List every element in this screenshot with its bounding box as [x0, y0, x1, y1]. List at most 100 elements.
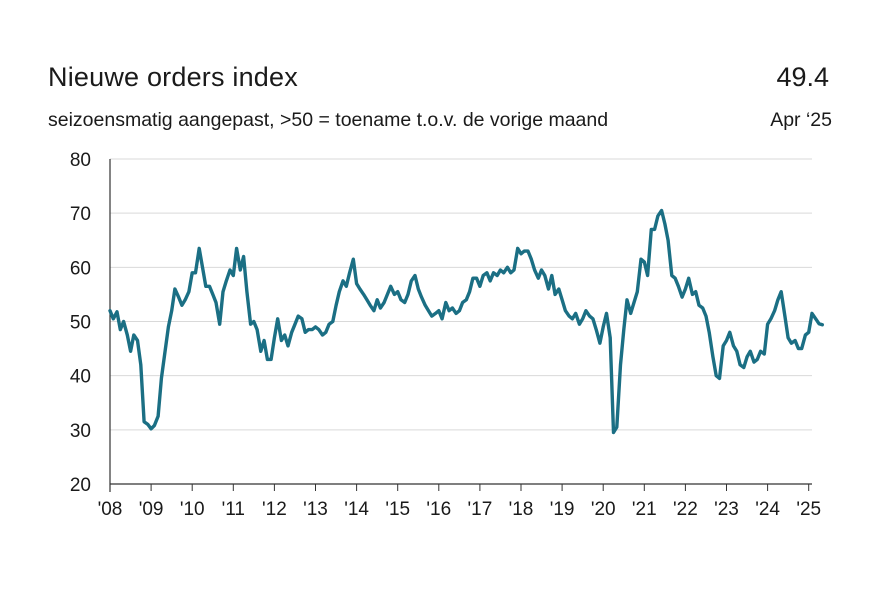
data-point	[643, 261, 645, 263]
data-point	[633, 301, 635, 304]
data-point	[109, 310, 111, 312]
data-point	[770, 318, 772, 320]
x-tick-label: '11	[222, 499, 245, 520]
data-point	[558, 288, 560, 290]
data-point	[417, 288, 419, 290]
data-point	[284, 334, 286, 336]
data-point	[150, 428, 152, 430]
data-point	[599, 342, 601, 344]
data-point	[294, 323, 296, 325]
data-point	[712, 356, 714, 358]
data-point	[523, 250, 525, 252]
y-tick-label: 50	[70, 313, 91, 334]
y-tick-label: 30	[70, 421, 91, 442]
data-point	[684, 288, 687, 290]
data-point	[441, 318, 443, 320]
data-point	[359, 288, 361, 290]
data-point	[208, 285, 211, 287]
y-tick-label: 40	[70, 367, 91, 388]
data-point	[376, 299, 378, 301]
data-point	[420, 296, 423, 298]
data-point	[476, 277, 478, 279]
data-point	[688, 277, 690, 279]
data-point	[301, 318, 303, 320]
data-point	[654, 228, 656, 230]
data-point	[801, 348, 803, 350]
data-point	[534, 269, 536, 271]
data-point	[650, 228, 652, 230]
data-point	[112, 318, 114, 320]
data-point	[130, 350, 132, 352]
data-point	[746, 356, 748, 358]
data-point	[307, 329, 310, 331]
data-point	[732, 345, 735, 347]
data-point	[133, 334, 135, 336]
data-point	[239, 269, 241, 271]
data-point	[582, 318, 584, 320]
data-point	[250, 323, 252, 325]
data-point	[612, 431, 615, 434]
data-point	[527, 250, 529, 252]
data-point	[126, 334, 128, 336]
data-point	[222, 291, 224, 293]
data-point	[246, 291, 248, 293]
data-point	[595, 329, 597, 331]
data-point	[794, 339, 796, 342]
data-point	[229, 269, 231, 271]
x-tick-label: '13	[303, 499, 328, 520]
data-point	[564, 310, 567, 312]
data-point	[503, 272, 505, 274]
data-point	[458, 310, 460, 312]
data-point	[722, 345, 724, 347]
data-point	[756, 358, 758, 360]
data-point	[811, 312, 813, 314]
data-point	[520, 253, 522, 255]
data-point	[777, 299, 779, 301]
data-point	[815, 318, 817, 320]
data-point	[270, 358, 272, 360]
data-point	[486, 272, 488, 274]
series-group	[108, 208, 824, 435]
data-point	[390, 285, 392, 287]
data-point	[482, 274, 484, 277]
data-point	[623, 329, 625, 331]
data-point	[157, 415, 159, 417]
data-point	[544, 274, 546, 277]
data-point	[647, 274, 649, 277]
data-point	[708, 331, 710, 333]
x-tick-label: '09	[139, 499, 164, 520]
data-point	[787, 337, 789, 339]
data-point	[551, 274, 553, 277]
axes	[109, 159, 812, 492]
data-point	[671, 274, 673, 277]
data-point	[253, 320, 255, 323]
data-point	[640, 258, 642, 260]
data-point	[256, 329, 258, 331]
data-point	[243, 255, 245, 258]
data-point	[167, 326, 169, 328]
data-point	[400, 299, 402, 301]
x-tick-label: '10	[180, 499, 205, 520]
data-point	[784, 315, 786, 317]
data-point	[201, 266, 204, 268]
data-point	[434, 312, 437, 314]
data-point	[695, 291, 697, 293]
x-tick-label: '16	[426, 499, 451, 520]
data-point	[342, 280, 344, 282]
data-point	[225, 280, 227, 282]
y-tick-label: 80	[70, 150, 91, 171]
data-point	[393, 293, 395, 295]
data-point	[171, 310, 173, 312]
data-point	[455, 312, 457, 314]
data-point	[718, 377, 721, 379]
latest-date: Apr ‘25	[770, 109, 832, 131]
data-point	[184, 299, 186, 301]
data-point	[287, 345, 289, 347]
data-point	[431, 315, 433, 317]
data-point	[181, 304, 183, 306]
data-point	[657, 215, 659, 217]
data-point	[661, 209, 663, 212]
data-point	[280, 339, 282, 342]
data-point	[205, 285, 207, 287]
data-point	[568, 315, 570, 317]
